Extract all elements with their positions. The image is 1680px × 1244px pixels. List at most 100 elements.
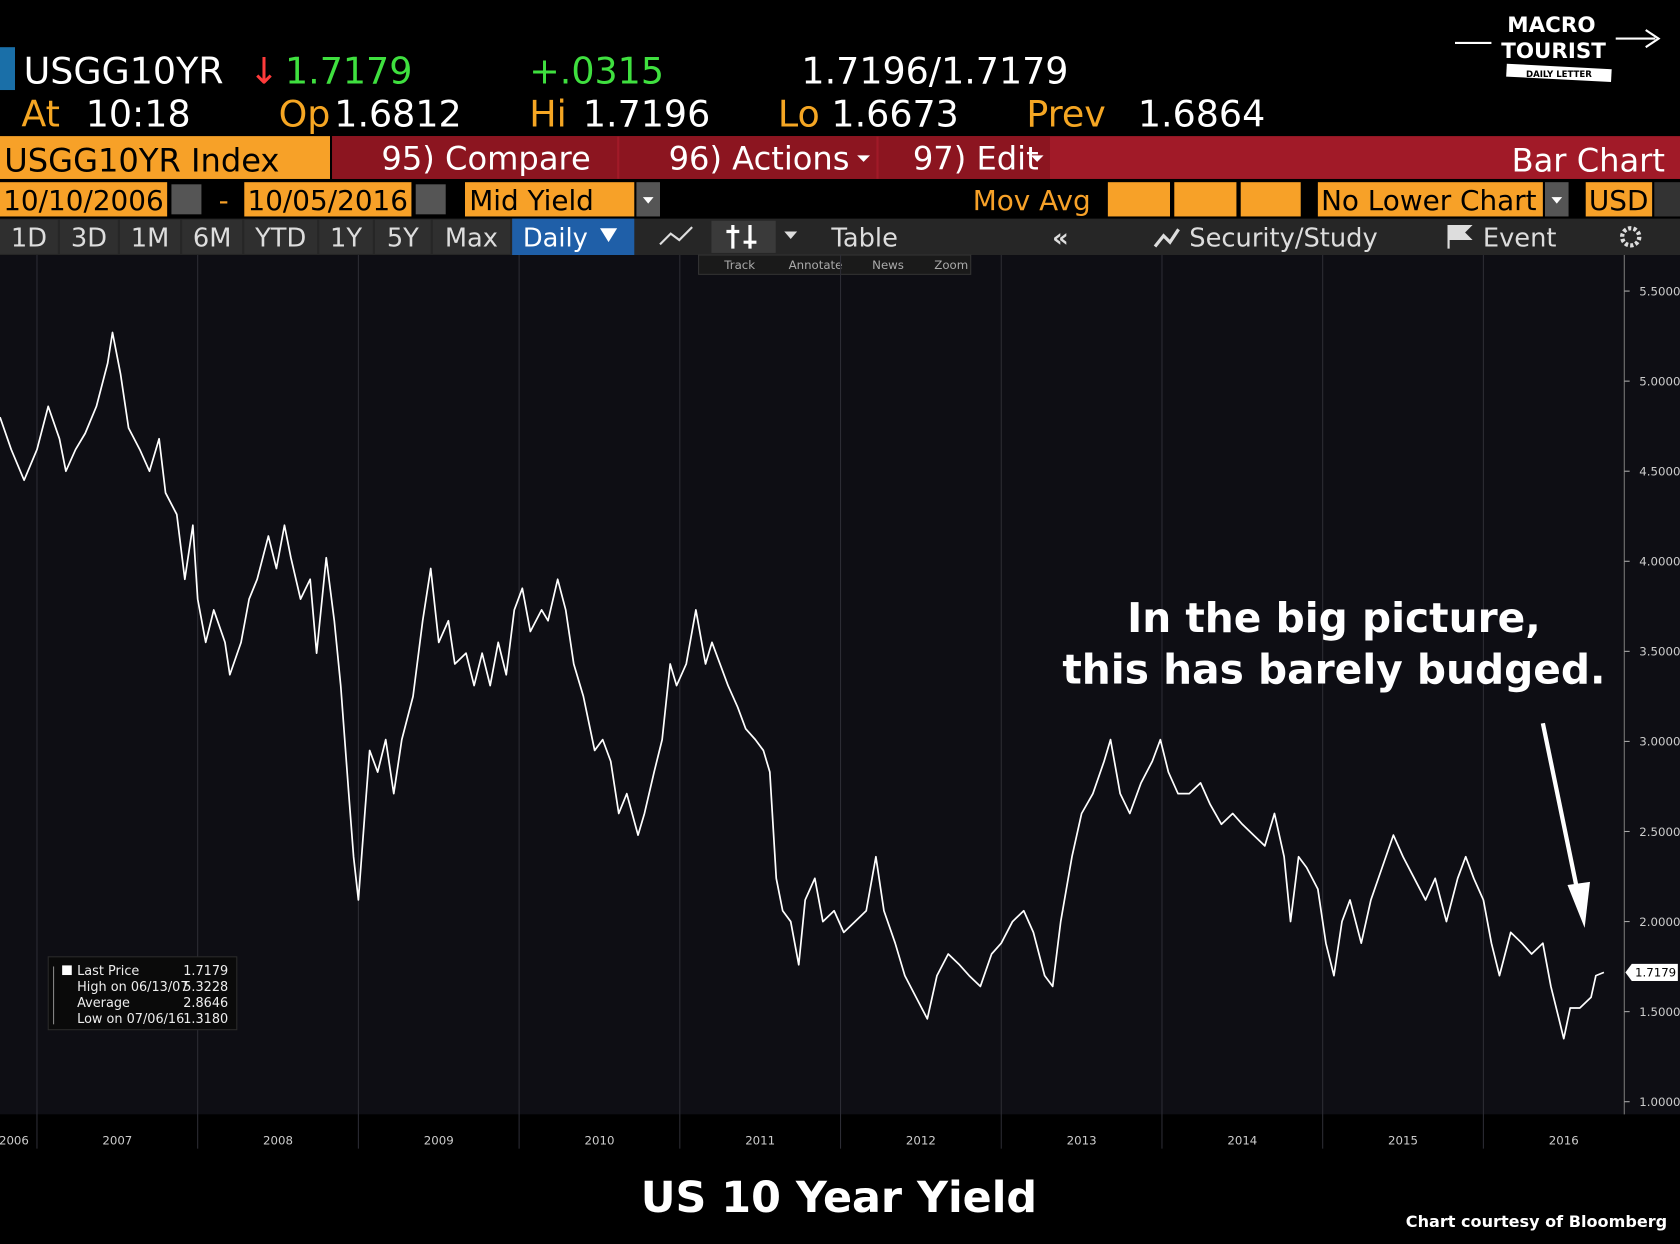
open: 1.6812 [334,92,461,135]
period-button[interactable] [319,219,373,254]
mov-avg: Mov Avg [973,184,1091,217]
annotation-arrowhead [1567,881,1590,928]
dropdown-arrow [784,231,798,239]
study-icon [1153,228,1180,248]
period-button[interactable] [120,219,180,254]
mov-avg-box[interactable] [1107,182,1170,217]
edit[interactable]: 97) Edit [913,139,1039,177]
grid: 1.0000 1.5000 2.0000 2.5000 3.0000 3.5000 4.00… [0,255,1680,1149]
period-button[interactable] [375,219,431,254]
frequency[interactable]: Daily [523,223,588,253]
calendar-icon[interactable] [415,184,446,215]
logo-banner [1506,63,1612,83]
x-tick-label: 2010 [584,1133,614,1147]
period-button[interactable] [432,219,510,254]
mov-avg-box[interactable] [1174,182,1237,217]
period[interactable]: 1Y [330,223,362,253]
yield-line [0,331,1605,1040]
period[interactable]: Max [445,223,498,253]
direction: ↓ [249,50,280,93]
currency-dropdown[interactable] [1654,182,1680,217]
annotation: In the big picture, [1127,594,1541,642]
security-study[interactable]: Security/Study [1189,223,1377,253]
period[interactable]: 1D [11,223,47,253]
end-date-box[interactable] [244,182,412,217]
event[interactable]: Event [1483,223,1557,253]
currency[interactable]: USD [1589,184,1649,217]
y-tick-label: 2.5000 [1639,825,1680,839]
period[interactable]: 5Y [387,223,419,253]
security-box[interactable] [0,136,330,179]
stat-marker [62,965,72,976]
table[interactable]: Table [830,223,897,253]
tool[interactable]: Annotate [789,258,843,272]
settings-icon[interactable] [1620,226,1642,248]
edit-button[interactable] [878,136,1050,179]
tool[interactable]: Zoom [934,258,968,272]
period-button[interactable] [244,219,318,254]
mov-avg-box[interactable] [1240,182,1301,217]
lower-chart[interactable]: No Lower Chart [1321,184,1537,217]
period-button[interactable] [0,219,58,254]
low-label: Lo [778,92,820,135]
stat-value: 1.7179 [183,964,228,979]
y-tick-label: 2.0000 [1639,915,1680,929]
compare-button[interactable] [332,136,618,179]
x-tick-label: 2015 [1388,1133,1418,1147]
x-tick-label: 2014 [1227,1133,1257,1147]
chart-type[interactable]: Bar Chart [1512,141,1665,179]
x-tick-label: 2016 [1549,1133,1579,1147]
y-tick-label: 5.5000 [1639,284,1680,298]
logo-line3: DAILY LETTER [1526,70,1592,80]
compare[interactable]: 95) Compare [381,139,590,177]
collapse[interactable]: « [1052,223,1069,253]
actions-button[interactable] [619,136,877,179]
flag-icon [1447,225,1473,249]
period-button[interactable] [182,219,243,254]
line-icon[interactable] [659,226,693,246]
tool[interactable]: News [872,258,904,272]
last-tag-box [1625,963,1678,981]
actions[interactable]: 96) Actions [669,139,850,177]
frequency-box[interactable] [512,218,635,256]
y-tick-label: 4.0000 [1639,555,1680,569]
stat-value: 2.8646 [183,996,228,1011]
logo-line2: TOURIST [1501,39,1606,64]
y-tick-label: 3.0000 [1639,735,1680,749]
calendar-icon[interactable] [171,184,202,215]
prev: 1.6864 [1138,92,1265,135]
period[interactable]: 1M [131,223,170,253]
dropdown-arrow [857,155,870,162]
annotation: this has barely budged. [1062,646,1605,694]
at-label: At [21,92,60,135]
logo: MACRO TOURIST DAILY LETTER [1455,13,1661,83]
end-date[interactable]: 10/05/2016 [247,184,407,217]
start-date[interactable]: 10/10/2006 [3,184,163,217]
period[interactable]: YTD [254,223,306,253]
security[interactable]: USGG10YR Index [4,141,279,179]
start-date-box[interactable] [0,182,168,217]
y-tick-label: 1.0000 [1639,1095,1680,1109]
bar-icon [726,225,757,249]
last-tag: 1.7179 [1635,966,1676,980]
ticker-marker [0,47,15,91]
period[interactable]: 6M [193,223,232,253]
stat-value: 5.3228 [183,980,228,995]
prev-label: Prev [1026,92,1105,135]
currency-box[interactable] [1585,182,1653,217]
annotation-arrow [1540,722,1582,901]
tool[interactable]: Track [723,258,755,272]
period-button[interactable] [60,219,118,254]
field-box[interactable] [465,182,635,217]
mini-toolbar [698,254,972,275]
high: 1.7196 [583,92,710,135]
lower-chart-box[interactable] [1317,182,1543,217]
stat-label: High on 06/13/07 [77,980,188,995]
period[interactable]: 3D [71,223,107,253]
x-tick-label: 2007 [102,1133,132,1147]
ticker: USGG10YR [24,50,224,93]
field[interactable]: Mid Yield [469,184,594,217]
bar-icon-box[interactable] [711,220,776,253]
